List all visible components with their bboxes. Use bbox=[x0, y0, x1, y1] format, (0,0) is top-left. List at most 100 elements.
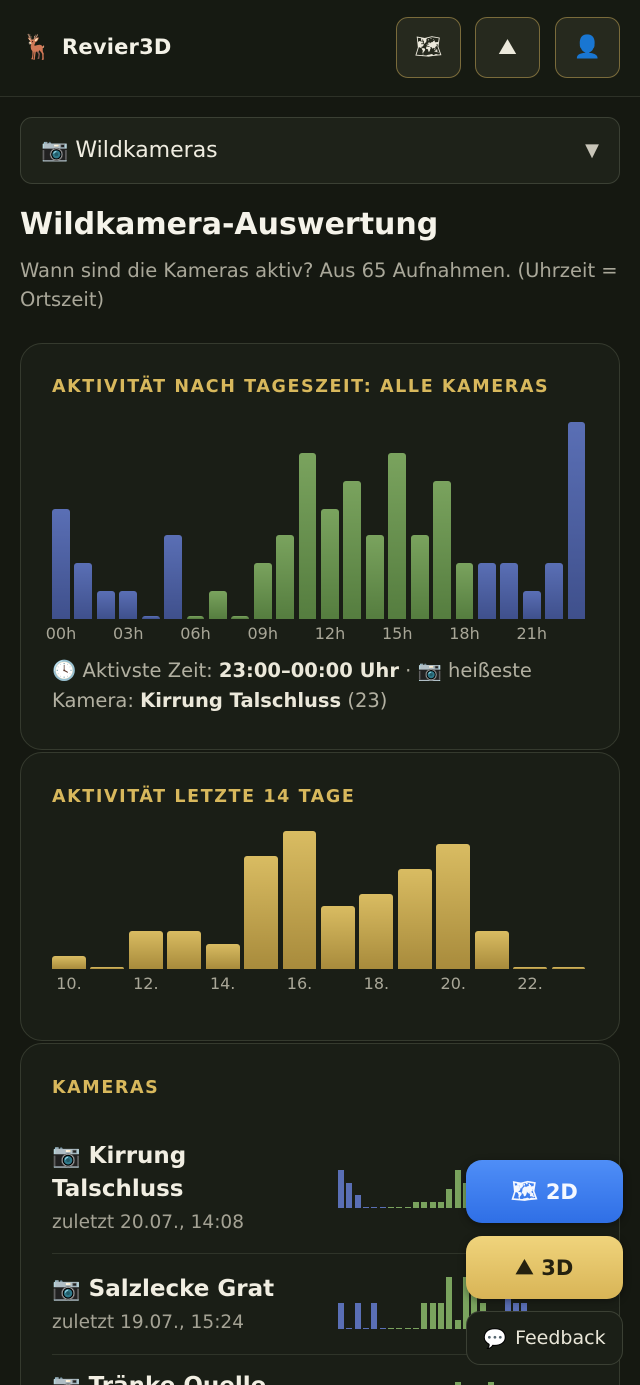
sparkline-bar bbox=[421, 1303, 428, 1329]
deer-icon: 🦌 bbox=[22, 33, 52, 61]
chart-bar bbox=[397, 868, 432, 969]
chart-bar bbox=[321, 509, 339, 619]
hourly-activity-card: AKTIVITÄT NACH TAGESZEIT: ALLE KAMERAS 0… bbox=[20, 343, 620, 750]
mountain-icon: ⛰ bbox=[515, 1255, 534, 1279]
chart-bar bbox=[119, 590, 138, 619]
hourly-chart bbox=[52, 422, 590, 619]
chart-bar bbox=[477, 562, 496, 619]
daily-card-title: AKTIVITÄT LETZTE 14 TAGE bbox=[52, 787, 356, 807]
top-bar: 🦌 Revier3D 🗺 ⛰ 👤 bbox=[0, 0, 640, 97]
sparkline-bar bbox=[454, 1320, 461, 1329]
chart-bar bbox=[52, 509, 70, 619]
chart-bar bbox=[522, 590, 541, 619]
view-select-value: 📷 Wildkameras bbox=[41, 138, 218, 163]
axis-tick-label: 14. bbox=[209, 974, 236, 993]
camera-last-seen: zuletzt 19.07., 15:24 bbox=[52, 1312, 244, 1333]
sparkline-bar bbox=[404, 1328, 411, 1329]
chart-bar bbox=[141, 616, 160, 619]
chart-bar bbox=[433, 481, 451, 619]
map-icon: 🗺 bbox=[511, 1179, 538, 1203]
sparkline-bar bbox=[429, 1201, 436, 1208]
camera-icon: 📷 bbox=[417, 659, 442, 682]
user-icon: 👤 bbox=[573, 35, 602, 60]
chart-bar bbox=[90, 966, 125, 969]
sparkline-bar bbox=[371, 1207, 378, 1208]
hottest-camera-value: Kirrung Talschluss bbox=[140, 689, 342, 712]
hottest-camera-count: (23) bbox=[347, 689, 388, 712]
active-time-label: Aktivste Zeit: bbox=[82, 659, 213, 682]
sparkline-bar bbox=[363, 1328, 369, 1329]
sparkline-bar bbox=[354, 1303, 361, 1329]
chart-bar bbox=[474, 931, 509, 969]
sparkline-bar bbox=[338, 1170, 344, 1208]
axis-tick-label: 22. bbox=[517, 974, 543, 993]
sparkline-bar bbox=[421, 1201, 428, 1208]
sparkline-bar bbox=[471, 1277, 478, 1329]
feedback-label: Feedback bbox=[515, 1327, 606, 1349]
chart-bar bbox=[365, 534, 384, 619]
sparkline-bar bbox=[488, 1382, 494, 1385]
axis-tick-label: 20. bbox=[440, 974, 466, 993]
brand[interactable]: 🦌 Revier3D bbox=[22, 30, 172, 64]
axis-tick-label: 16. bbox=[286, 974, 313, 993]
sparkline-bar bbox=[438, 1201, 444, 1208]
hottest-camera-label: heißeste Kamera: bbox=[52, 659, 532, 712]
hourly-axis: 00h 03h 06h 09h 12h 15h 18h 21h bbox=[46, 624, 590, 646]
sparkline-bar bbox=[363, 1207, 369, 1208]
feedback-button[interactable]: 💬 Feedback bbox=[466, 1311, 623, 1365]
sparkline-bar bbox=[413, 1201, 419, 1208]
sparkline-bar bbox=[429, 1303, 436, 1329]
divider bbox=[52, 1354, 592, 1355]
chart-bar bbox=[436, 843, 471, 969]
cameras-card-title: KAMERAS bbox=[52, 1078, 160, 1098]
sparkline-bar bbox=[413, 1328, 419, 1329]
axis-tick-label: 00h bbox=[45, 624, 77, 643]
sparkline-bar bbox=[346, 1328, 353, 1329]
chart-bar bbox=[455, 562, 474, 619]
axis-tick-label: 03h bbox=[112, 624, 144, 643]
fab-3d-label: 3D bbox=[541, 1255, 574, 1280]
chart-bar bbox=[96, 590, 115, 619]
sparkline-bar bbox=[338, 1303, 344, 1329]
camera-name: 📷 Kirrung Talschluss bbox=[52, 1143, 187, 1202]
chart-bar bbox=[298, 452, 317, 619]
view-select[interactable]: 📷 Wildkameras ▼ bbox=[20, 117, 620, 184]
sparkline-bar bbox=[388, 1207, 394, 1208]
axis-tick-label: 06h bbox=[180, 624, 211, 643]
axis-tick-label: 12h bbox=[314, 624, 346, 643]
page-subtitle: Wann sind die Kameras aktiv? Aus 65 Aufn… bbox=[20, 259, 618, 311]
map-2d-button[interactable]: 🗺 bbox=[396, 17, 461, 78]
sparkline-bar bbox=[379, 1207, 386, 1208]
chart-bar bbox=[231, 616, 250, 619]
fab-2d-button[interactable]: 🗺 2D bbox=[466, 1160, 623, 1223]
sparkline-bar bbox=[396, 1207, 403, 1208]
chart-bar bbox=[167, 931, 202, 969]
chart-bar bbox=[244, 856, 279, 969]
chart-bar bbox=[410, 534, 429, 619]
fab-3d-button[interactable]: ⛰ 3D bbox=[466, 1236, 623, 1299]
chart-bar bbox=[74, 562, 93, 619]
camera-name: 📷 Tränke Quelle bbox=[52, 1370, 592, 1385]
terrain-3d-button[interactable]: ⛰ bbox=[475, 17, 540, 78]
page-title: Wildkamera-Auswertung bbox=[20, 207, 439, 242]
chart-bar bbox=[164, 534, 182, 619]
map-icon: 🗺 bbox=[414, 35, 443, 60]
chart-bar bbox=[282, 831, 317, 969]
chart-bar bbox=[253, 562, 272, 619]
chart-bar bbox=[321, 906, 355, 969]
sparkline-bar bbox=[388, 1328, 394, 1329]
camera-row[interactable]: 📷 Tränke Quelle bbox=[52, 1370, 592, 1385]
app-name: Revier3D bbox=[62, 35, 172, 59]
sparkline-bar bbox=[454, 1170, 461, 1208]
sparkline-bar bbox=[404, 1207, 411, 1208]
sparkline-bar bbox=[346, 1182, 353, 1208]
sparkline-bar bbox=[504, 1277, 511, 1329]
profile-button[interactable]: 👤 bbox=[555, 17, 620, 78]
chart-bar bbox=[208, 590, 227, 619]
axis-tick-label: 18h bbox=[449, 624, 480, 643]
sparkline-bar bbox=[454, 1382, 461, 1385]
sparkline-bar bbox=[463, 1277, 469, 1329]
chart-bar bbox=[186, 616, 205, 619]
daily-activity-card: AKTIVITÄT LETZTE 14 TAGE 10. 12. 14. 16. 18.… bbox=[20, 752, 620, 1041]
sparkline-bar bbox=[438, 1303, 444, 1329]
